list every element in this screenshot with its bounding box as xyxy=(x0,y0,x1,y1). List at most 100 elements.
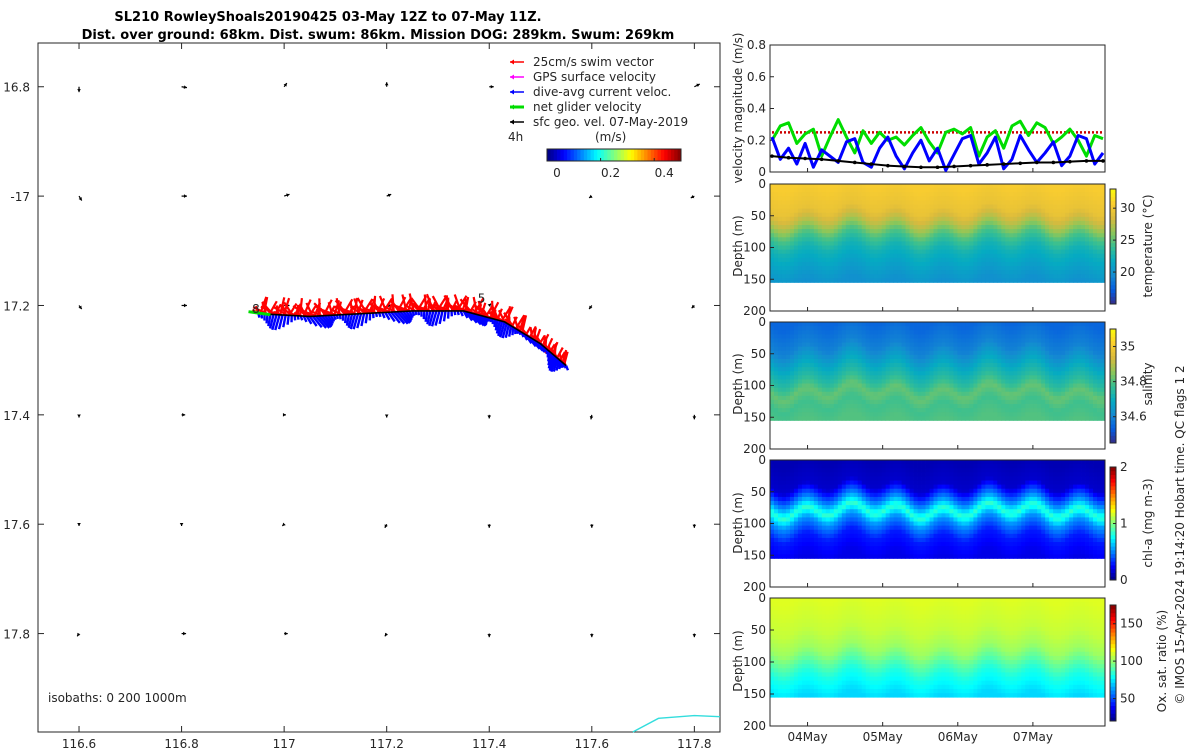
heatmap-cell xyxy=(805,216,811,222)
heatmap-cell xyxy=(933,391,938,397)
heatmap-cell xyxy=(821,274,827,279)
heatmap-cell xyxy=(989,338,994,343)
heatmap-cell xyxy=(1009,233,1014,238)
heatmap-cell xyxy=(869,387,875,393)
heatmap-cell xyxy=(801,464,807,469)
heatmap-cell xyxy=(785,488,791,494)
map-colorbar-segment xyxy=(590,149,595,161)
heatmap-cell xyxy=(773,208,779,214)
heatmap-cell xyxy=(1081,367,1086,372)
heatmap-cell xyxy=(969,354,974,360)
heatmap-cell xyxy=(793,513,799,518)
heatmap-cell xyxy=(877,241,883,246)
heatmap-cell xyxy=(941,249,946,255)
heatmap-cell xyxy=(1077,274,1082,279)
heatmap-cell xyxy=(909,212,914,218)
heatmap-cell xyxy=(845,371,851,376)
heatmap-cell xyxy=(793,216,799,222)
heatmap-cell xyxy=(1005,196,1010,201)
swim-vector xyxy=(562,354,567,366)
heatmap-cell xyxy=(937,204,942,210)
heatmap-cell xyxy=(1073,404,1078,409)
heatmap-cell xyxy=(797,204,803,210)
heatmap-cell xyxy=(893,212,899,218)
heatmap-cell xyxy=(793,322,799,327)
heatmap-cell xyxy=(821,229,827,234)
heatmap-cell xyxy=(781,468,787,473)
heatmap-cell xyxy=(873,220,879,226)
heatmap-cell xyxy=(1045,408,1050,413)
heatmap-cell xyxy=(913,346,918,352)
heatmap-cell xyxy=(913,229,918,234)
heatmap-cell xyxy=(1081,270,1086,275)
heatmap-cell xyxy=(905,326,910,331)
heatmap-cell xyxy=(1013,188,1018,193)
heatmap-cell xyxy=(1081,338,1086,343)
heatmap-cell xyxy=(965,367,970,372)
oxygen-ylabel: Depth (m) xyxy=(731,630,745,691)
heatmap-cell xyxy=(909,249,914,255)
heatmap-cell xyxy=(949,375,954,380)
heatmap-colorbar-segment xyxy=(1110,424,1116,429)
heatmap-cell xyxy=(1053,363,1058,368)
heatmap-cell xyxy=(1025,212,1030,218)
heatmap-cell xyxy=(917,363,922,368)
heatmap-cell xyxy=(1037,245,1042,251)
heatmap-cell xyxy=(805,464,811,469)
heatmap-cell xyxy=(957,204,962,210)
heatmap-cell xyxy=(837,387,843,393)
heatmap-cell xyxy=(825,208,831,214)
heatmap-cell xyxy=(961,375,966,380)
heatmap-cell xyxy=(1085,326,1090,331)
heatmap-cell xyxy=(985,408,990,413)
heatmap-cell xyxy=(1073,334,1078,339)
heatmap-cell xyxy=(1077,204,1082,210)
heatmap-cell xyxy=(785,554,791,559)
legend-item-swim: 25cm/s swim vector xyxy=(510,55,654,69)
heatmap-cell xyxy=(885,208,891,214)
swim-vector xyxy=(372,304,391,314)
heatmap-cell xyxy=(1081,266,1086,271)
heatmap-cell xyxy=(849,379,855,384)
heatmap-cell xyxy=(1057,412,1062,417)
heatmap-cell xyxy=(1073,266,1078,271)
heatmap-cell xyxy=(1053,383,1058,389)
heatmap-cell xyxy=(773,550,779,555)
heatmap-cell xyxy=(901,408,906,413)
heatmap-cell xyxy=(1009,184,1014,189)
heatmap-cell xyxy=(941,322,946,327)
heatmap-cell xyxy=(905,188,910,193)
heatmap-cell xyxy=(1017,245,1022,251)
heatmap-cell xyxy=(1061,334,1066,339)
heatmap-cell xyxy=(1077,322,1082,327)
heatmap-cell xyxy=(809,404,815,409)
heatmap-cell xyxy=(845,278,851,283)
heatmap-cell xyxy=(981,412,986,417)
heatmap-cell xyxy=(1089,184,1094,189)
heatmap-cell xyxy=(829,212,835,218)
heatmap-cell xyxy=(813,391,819,397)
heatmap-cell xyxy=(889,212,895,218)
heatmap-cell xyxy=(1045,229,1050,234)
heatmap-cell xyxy=(1001,257,1006,263)
heatmap-cell xyxy=(1053,371,1058,376)
heatmap-cell xyxy=(837,395,843,401)
heatmap-cell xyxy=(1097,363,1102,368)
heatmap-cell xyxy=(921,278,926,283)
heatmap-cell xyxy=(913,342,918,348)
heatmap-cell xyxy=(877,334,883,339)
velocity-point-sfc xyxy=(786,155,791,160)
heatmap-cell xyxy=(997,216,1002,222)
heatmap-cell xyxy=(785,391,791,397)
heatmap-cell xyxy=(901,416,906,421)
heatmap-cell xyxy=(1097,358,1102,364)
heatmap-cell xyxy=(865,350,871,356)
heatmap-cell xyxy=(1029,278,1034,283)
heatmap-cell xyxy=(953,350,958,356)
heatmap-cell xyxy=(1041,412,1046,417)
heatmap-cell xyxy=(1057,274,1062,279)
heatmap-cell xyxy=(1097,278,1102,283)
heatmap-cell xyxy=(889,229,895,234)
heatmap-cell xyxy=(849,216,855,222)
heatmap-cell xyxy=(985,350,990,356)
